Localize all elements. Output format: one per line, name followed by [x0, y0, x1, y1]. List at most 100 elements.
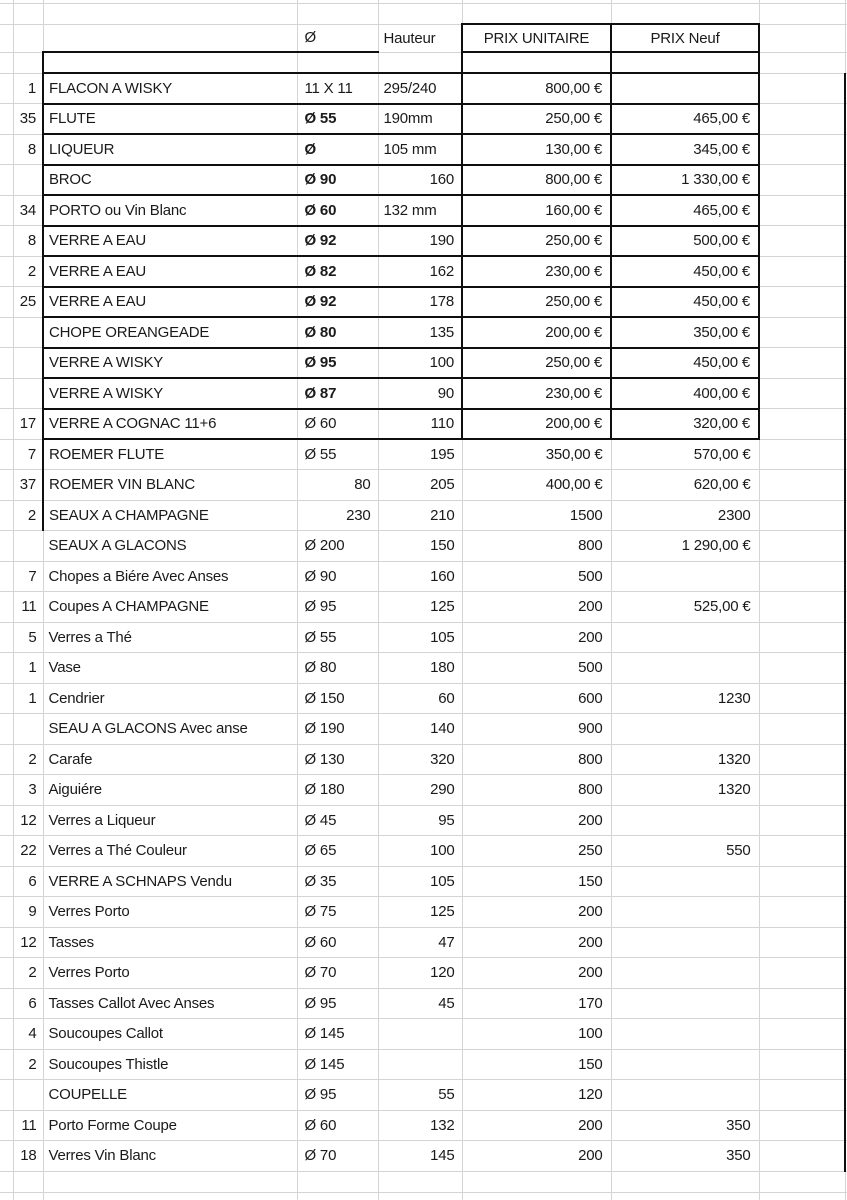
cell-prix-unitaire[interactable]: 200 — [461, 804, 612, 836]
cell-prix-neuf[interactable]: 500,00 € — [610, 225, 760, 257]
cell-quantity[interactable]: 22 — [12, 835, 44, 867]
cell-diameter[interactable]: Ø 92 — [296, 225, 379, 257]
cell-quantity[interactable]: 7 — [12, 438, 44, 470]
cell-diameter[interactable]: Ø 60 — [296, 408, 379, 440]
cell-hauteur[interactable]: 100 — [377, 835, 463, 867]
col-header-prix-unitaire[interactable]: PRIX UNITAIRE — [461, 23, 612, 53]
col-header-prix-neuf[interactable]: PRIX Neuf — [610, 23, 760, 53]
cell-prix-neuf[interactable]: 1 290,00 € — [610, 530, 760, 562]
cell-hauteur[interactable]: 132 — [377, 1109, 463, 1141]
cell-quantity[interactable] — [12, 713, 44, 745]
cell-hauteur[interactable]: 295/240 — [377, 72, 463, 105]
cell-diameter[interactable]: Ø 60 — [296, 1109, 379, 1141]
cell-diameter[interactable]: Ø 90 — [296, 164, 379, 196]
cell-quantity[interactable]: 1 — [12, 682, 44, 714]
cell-name[interactable]: ROEMER FLUTE — [42, 438, 298, 470]
cell-quantity[interactable]: 11 — [12, 591, 44, 623]
cell-hauteur[interactable]: 110 — [377, 408, 463, 440]
cell-quantity[interactable]: 1 — [12, 72, 44, 104]
cell-diameter[interactable]: Ø 70 — [296, 957, 379, 989]
cell-prix-unitaire[interactable]: 200 — [461, 1140, 612, 1172]
cell-prix-neuf[interactable]: 2300 — [610, 499, 760, 531]
cell-diameter[interactable]: Ø 45 — [296, 804, 379, 836]
cell-hauteur[interactable]: 178 — [377, 286, 463, 318]
cell-quantity[interactable]: 2 — [12, 957, 44, 989]
cell-prix-unitaire[interactable]: 200 — [461, 1109, 612, 1141]
cell-diameter[interactable]: Ø 150 — [296, 682, 379, 714]
cell-prix-neuf[interactable] — [610, 1018, 760, 1050]
cell-diameter[interactable]: Ø 130 — [296, 743, 379, 775]
cell-quantity[interactable] — [12, 1079, 44, 1111]
cell-diameter[interactable]: Ø 55 — [296, 103, 379, 135]
cell-prix-unitaire[interactable]: 200 — [461, 621, 612, 653]
cell-hauteur[interactable]: 135 — [377, 316, 463, 349]
cell-prix-neuf[interactable] — [610, 1079, 760, 1111]
cell-prix-neuf[interactable]: 1320 — [610, 743, 760, 775]
cell-prix-neuf[interactable]: 450,00 € — [610, 347, 760, 379]
cell-name[interactable]: VERRE A WISKY — [42, 377, 298, 410]
cell-quantity[interactable]: 34 — [12, 194, 44, 226]
cell-prix-neuf[interactable] — [610, 713, 760, 745]
cell-hauteur[interactable]: 100 — [377, 347, 463, 379]
cell-diameter[interactable]: Ø 92 — [296, 286, 379, 318]
cell-diameter[interactable]: Ø 95 — [296, 1079, 379, 1111]
cell-hauteur[interactable]: 205 — [377, 469, 463, 501]
cell-diameter[interactable]: Ø 90 — [296, 560, 379, 592]
cell-quantity[interactable]: 11 — [12, 1109, 44, 1141]
cell-hauteur[interactable]: 132 mm — [377, 194, 463, 227]
cell-quantity[interactable]: 4 — [12, 1018, 44, 1050]
cell-diameter[interactable]: Ø 95 — [296, 987, 379, 1019]
cell-quantity[interactable]: 2 — [12, 743, 44, 775]
cell-hauteur[interactable]: 190mm — [377, 103, 463, 135]
cell-prix-unitaire[interactable]: 130,00 € — [461, 133, 612, 166]
cell-hauteur[interactable]: 162 — [377, 255, 463, 288]
cell-prix-unitaire[interactable]: 400,00 € — [461, 469, 612, 501]
cell-name[interactable]: VERRE A WISKY — [42, 347, 298, 379]
cell-quantity[interactable]: 9 — [12, 896, 44, 928]
cell-name[interactable]: Verres a Thé Couleur — [42, 835, 298, 867]
cell-prix-neuf[interactable] — [610, 865, 760, 897]
cell-diameter[interactable]: 80 — [296, 469, 379, 501]
cell-quantity[interactable]: 8 — [12, 133, 44, 165]
cell-prix-neuf[interactable]: 400,00 € — [610, 377, 760, 410]
cell-quantity[interactable]: 12 — [12, 926, 44, 958]
cell-diameter[interactable]: Ø 70 — [296, 1140, 379, 1172]
cell-hauteur[interactable]: 55 — [377, 1079, 463, 1111]
cell-quantity[interactable]: 3 — [12, 774, 44, 806]
cell-prix-neuf[interactable]: 550 — [610, 835, 760, 867]
cell-prix-neuf[interactable]: 525,00 € — [610, 591, 760, 623]
cell-hauteur[interactable]: 190 — [377, 225, 463, 257]
cell-prix-neuf[interactable] — [610, 621, 760, 653]
cell-quantity[interactable] — [12, 530, 44, 562]
cell-prix-neuf[interactable]: 350,00 € — [610, 316, 760, 349]
cell-prix-unitaire[interactable]: 800,00 € — [461, 164, 612, 196]
cell-name[interactable]: CHOPE OREANGEADE — [42, 316, 298, 349]
cell-name[interactable]: Aiguiére — [42, 774, 298, 806]
col-header-hauteur[interactable]: Hauteur — [377, 23, 463, 53]
cell-prix-unitaire[interactable]: 150 — [461, 865, 612, 897]
cell-prix-neuf[interactable]: 350 — [610, 1140, 760, 1172]
cell-quantity[interactable]: 6 — [12, 987, 44, 1019]
cell-diameter[interactable]: Ø 55 — [296, 621, 379, 653]
cell-name[interactable]: SEAUX A GLACONS — [42, 530, 298, 562]
cell-prix-unitaire[interactable]: 160,00 € — [461, 194, 612, 227]
cell-diameter[interactable]: Ø 82 — [296, 255, 379, 288]
cell-name[interactable]: Carafe — [42, 743, 298, 775]
cell-name[interactable]: Verres a Thé — [42, 621, 298, 653]
cell-diameter[interactable]: Ø 200 — [296, 530, 379, 562]
cell-name[interactable]: ROEMER VIN BLANC — [42, 469, 298, 501]
cell-prix-neuf[interactable]: 465,00 € — [610, 194, 760, 227]
cell-prix-unitaire[interactable]: 200,00 € — [461, 408, 612, 440]
cell-hauteur[interactable]: 105 mm — [377, 133, 463, 166]
cell-diameter[interactable]: Ø 190 — [296, 713, 379, 745]
cell-prix-unitaire[interactable]: 200 — [461, 591, 612, 623]
cell-quantity[interactable]: 2 — [12, 499, 44, 531]
cell-quantity[interactable]: 5 — [12, 621, 44, 653]
cell-name[interactable]: Verres Porto — [42, 896, 298, 928]
cell-diameter[interactable]: Ø 95 — [296, 347, 379, 379]
cell-prix-neuf[interactable] — [610, 1048, 760, 1080]
cell-name[interactable]: SEAUX A CHAMPAGNE — [42, 499, 298, 531]
cell-name[interactable]: SEAU A GLACONS Avec anse — [42, 713, 298, 745]
cell-name[interactable]: Verres Porto — [42, 957, 298, 989]
cell-name[interactable]: Chopes a Biére Avec Anses — [42, 560, 298, 592]
